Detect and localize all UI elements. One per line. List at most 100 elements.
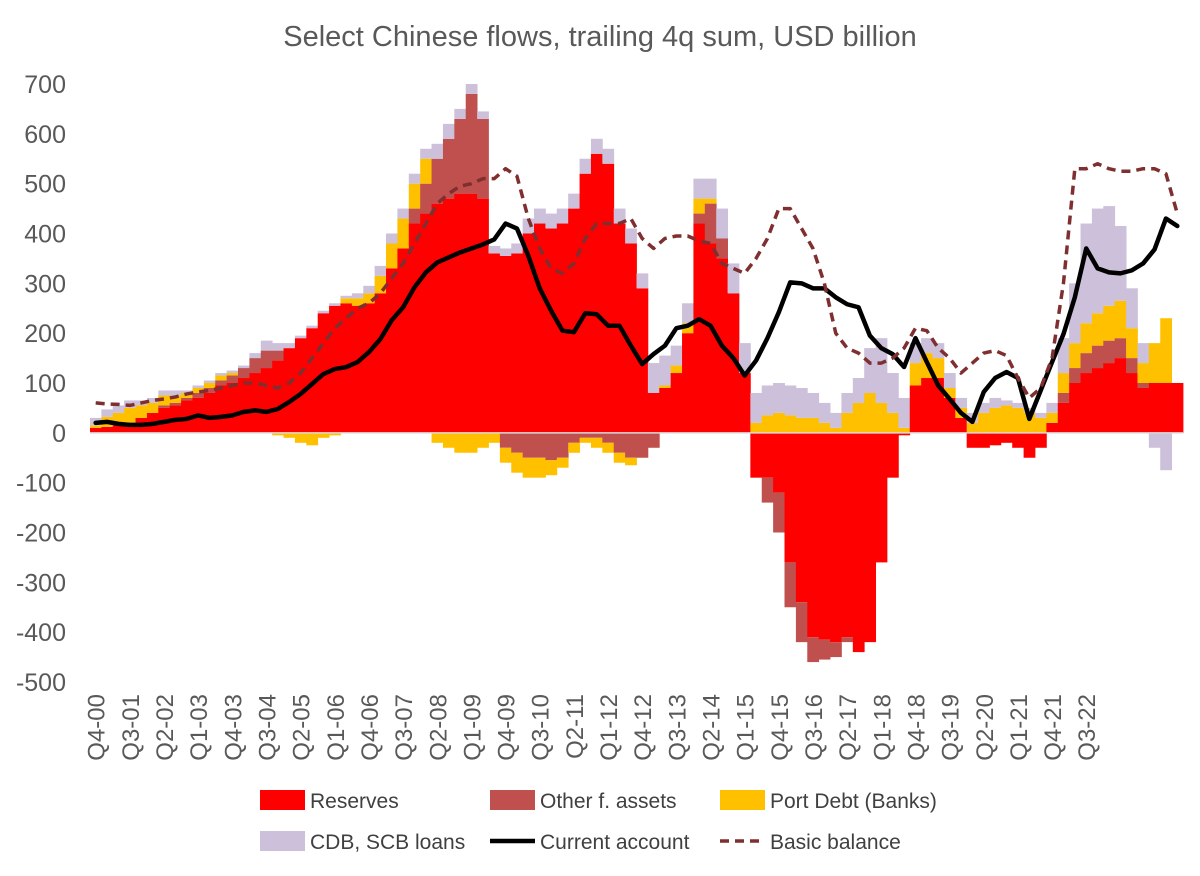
x-tick-label: Q2-02 <box>152 694 179 761</box>
bar-segment <box>465 93 478 194</box>
bar-segment <box>1057 373 1070 393</box>
bar-segment <box>909 343 922 364</box>
bar-segment <box>1137 387 1150 433</box>
bar-segment <box>716 208 728 239</box>
bar-segment <box>898 432 911 436</box>
bar-segment <box>761 477 774 503</box>
bar-segment <box>465 84 478 94</box>
bar-segment <box>841 412 854 433</box>
bar-segment <box>943 387 956 398</box>
bar-segment <box>511 432 524 453</box>
bar-segment <box>556 457 569 468</box>
bar-segment <box>636 273 649 289</box>
bar-segment <box>602 148 615 164</box>
legend-label: Basic balance <box>770 831 901 854</box>
bar-segment <box>238 378 250 433</box>
x-tick-label: Q2-17 <box>835 694 862 761</box>
bar-segment <box>511 243 524 254</box>
y-tick-label: -200 <box>16 520 66 548</box>
bar-segment <box>750 422 763 433</box>
bar-segment <box>1137 363 1150 383</box>
bar-segment <box>1114 338 1127 359</box>
bar-segment <box>704 198 717 204</box>
bar-segment <box>682 323 694 334</box>
bar-segment <box>397 248 410 433</box>
bar-segment <box>363 303 376 433</box>
bar-segment <box>477 111 489 119</box>
bar-segment <box>773 383 785 413</box>
bar-segment <box>556 208 569 224</box>
bar-segment <box>738 343 751 374</box>
x-tick-label: Q1-03 <box>186 694 213 761</box>
bar-segment <box>830 642 842 658</box>
bar-segment <box>738 373 751 433</box>
bar-segment <box>408 223 421 433</box>
bar-segment <box>1012 407 1025 433</box>
y-tick-label: -300 <box>16 569 66 597</box>
x-tick-label: Q4-06 <box>357 694 384 761</box>
bar-segment <box>226 373 239 376</box>
bar-segment <box>613 208 626 224</box>
bar-segment <box>294 338 307 433</box>
bar-segment <box>499 447 512 463</box>
bar-segment <box>420 213 432 433</box>
bar-segment <box>294 335 307 339</box>
bar-segment <box>397 218 410 249</box>
bar-segment <box>943 397 956 433</box>
bar-segment <box>488 253 501 433</box>
bar-segment <box>750 432 763 478</box>
bar-segment <box>704 203 717 244</box>
bar-segment <box>522 233 535 433</box>
bar-segment <box>568 193 580 209</box>
bar-segment <box>1069 368 1081 383</box>
bar-segment <box>841 392 854 413</box>
bar-segment <box>260 340 273 351</box>
bar-segment <box>647 363 660 393</box>
bar-segment <box>864 348 876 393</box>
bar-segment <box>488 245 501 254</box>
legend-label: Other f. assets <box>540 790 677 813</box>
bar-segment <box>306 325 319 329</box>
bar-segment <box>101 426 114 433</box>
bar-segment <box>260 368 273 433</box>
bar-segment <box>1069 343 1081 369</box>
bar-segment <box>613 452 626 463</box>
bar-segment <box>283 343 296 349</box>
bar-segment <box>306 432 319 446</box>
bar-segment <box>363 285 376 294</box>
bar-segment <box>317 432 330 438</box>
bar-segment <box>864 432 876 643</box>
bar-segment <box>898 397 911 428</box>
bar-segment <box>454 193 467 433</box>
bar-segment <box>590 138 603 154</box>
bar-segment <box>158 405 171 408</box>
bar-segment <box>693 178 706 199</box>
bar-segment <box>693 213 706 224</box>
bar-segment <box>386 268 398 433</box>
bar-segment <box>181 397 193 401</box>
bar-segment <box>511 452 524 473</box>
series-line <box>93 216 1180 428</box>
bar-segment <box>363 293 376 304</box>
y-tick-label: 0 <box>52 420 66 448</box>
bar-segment <box>841 432 854 638</box>
bar-segment <box>966 422 979 433</box>
y-tick-label: 100 <box>24 370 66 398</box>
bar-segment <box>499 248 512 256</box>
bar-segment <box>272 360 284 433</box>
bar-segment <box>488 432 501 443</box>
bar-segment <box>818 639 831 660</box>
bar-segment <box>181 390 193 393</box>
bar-segment <box>795 387 808 418</box>
bar-segment <box>1171 383 1184 433</box>
bar-segment <box>1103 363 1116 433</box>
bar-segment <box>818 432 831 640</box>
bar-segment <box>978 432 990 448</box>
bar-segment <box>784 385 797 416</box>
legend-label: CDB, SCB loans <box>310 831 465 854</box>
bar-segment <box>169 402 182 406</box>
bar-segment <box>306 328 319 433</box>
bar-segment <box>420 183 432 214</box>
